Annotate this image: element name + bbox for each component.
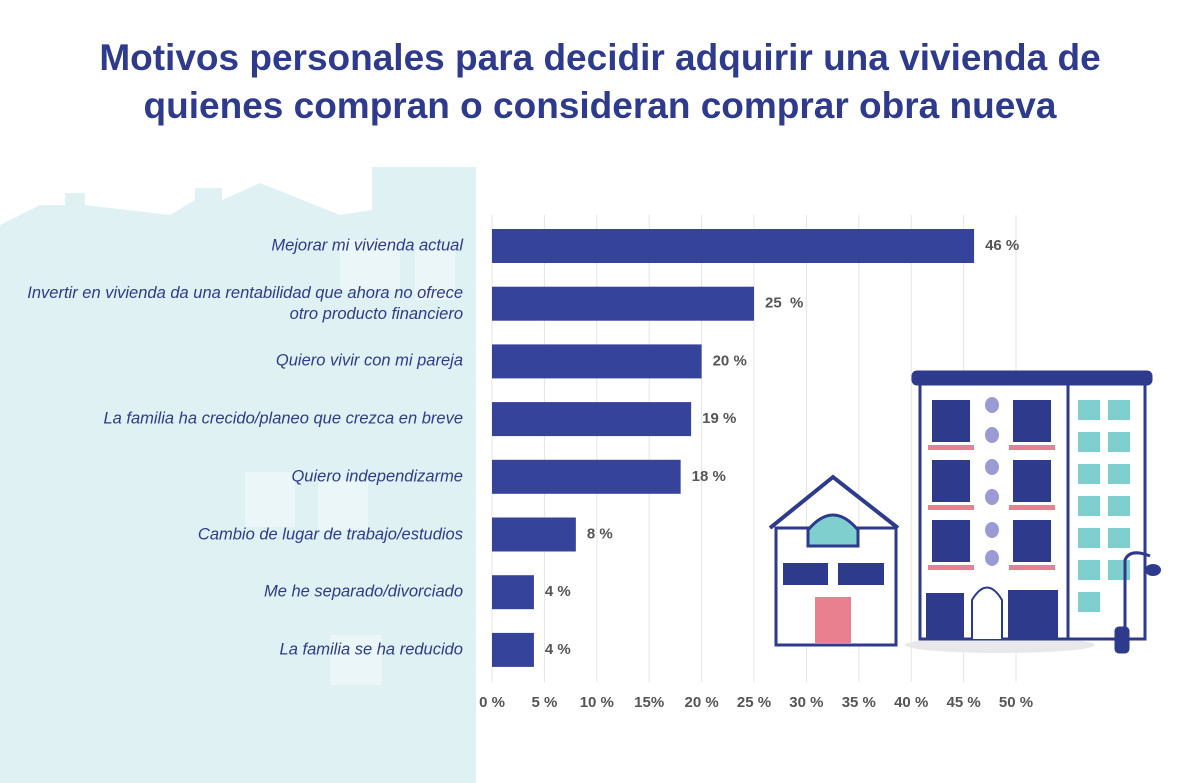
x-tick-label: 35 % (842, 694, 876, 711)
x-tick-label: 15% (634, 694, 664, 711)
bar (492, 632, 534, 667)
category-label: Quiero independizarme (291, 467, 463, 486)
value-label: 20 % (713, 352, 747, 369)
value-label: 8 % (587, 525, 613, 542)
x-tick-label: 25 % (737, 694, 771, 711)
bar (492, 459, 681, 494)
x-tick-label: 40 % (894, 694, 928, 711)
background (0, 167, 476, 783)
x-tick-label: 20 % (684, 694, 718, 711)
category-label: La familia ha crecido/planeo que crezca … (103, 409, 463, 428)
x-tick-label: 50 % (999, 694, 1033, 711)
value-label: 4 % (545, 583, 571, 600)
bar (492, 229, 975, 263)
category-label: Cambio de lugar de trabajo/estudios (197, 525, 463, 543)
x-tick-label: 0 % (479, 694, 505, 711)
value-label: 18 % (692, 468, 726, 485)
bar (492, 575, 534, 610)
x-tick-label: 30 % (789, 694, 823, 711)
x-tick-label: 10 % (580, 694, 614, 711)
bar (492, 402, 692, 437)
x-tick-label: 45 % (946, 694, 980, 711)
x-tick-label: 5 % (531, 694, 557, 711)
category-label: Me he separado/divorciado (263, 582, 463, 601)
value-label: 19 % (702, 410, 736, 427)
category-label: Mejorar mi vivienda actual (271, 236, 463, 255)
value-label: 25 % (765, 295, 803, 312)
chart-title: Motivos personales para decidir adquirir… (99, 37, 1101, 126)
category-label: Invertir en vivienda da una rentabilidad… (27, 283, 463, 323)
bar (492, 344, 702, 379)
value-label: 4 % (545, 641, 571, 658)
bar (492, 517, 576, 552)
bar (492, 286, 754, 321)
value-label: 46 % (985, 237, 1019, 254)
category-label: Quiero vivir con mi pareja (275, 351, 463, 370)
category-label: La familia se ha reducido (279, 640, 463, 659)
illustration (768, 370, 1161, 654)
grid (491, 215, 1017, 682)
